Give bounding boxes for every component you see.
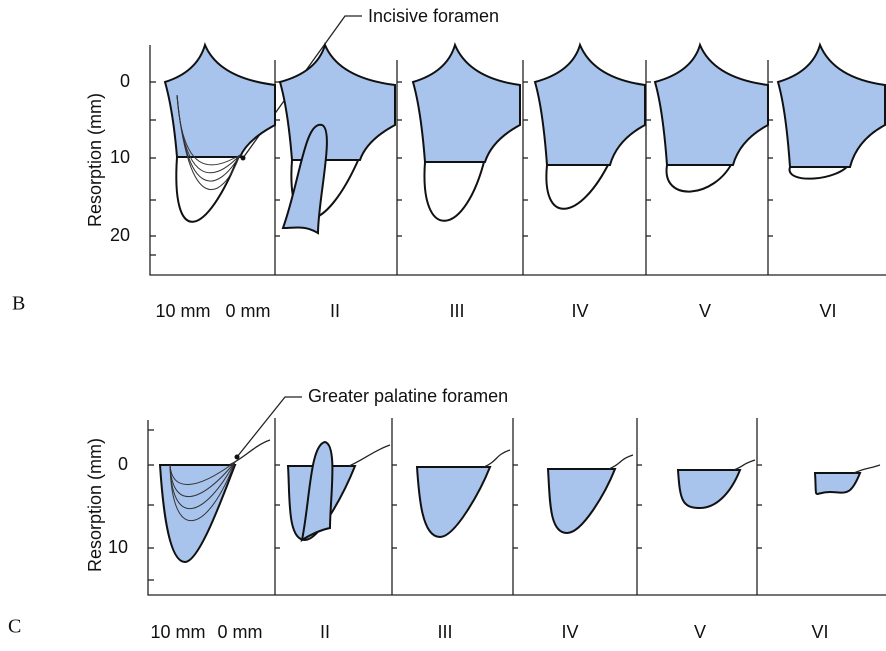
ridge-shape <box>415 466 492 539</box>
column-label: II <box>330 301 340 321</box>
lobe <box>300 440 334 543</box>
column-label: V <box>699 301 711 321</box>
ridge-shape <box>813 472 862 495</box>
annotation: Greater palatine foramen <box>308 386 508 406</box>
ridge-line <box>228 439 271 466</box>
column-label: IV <box>561 622 578 642</box>
inner-curve <box>169 461 236 497</box>
leader-line <box>236 396 302 458</box>
inner-curve <box>169 461 236 521</box>
ridge-line <box>348 444 391 467</box>
column-label: VI <box>811 622 828 642</box>
axis <box>147 420 886 596</box>
y-axis-label: Resorption (mm) <box>85 438 105 572</box>
ridge-shape <box>546 468 617 535</box>
ridge-shape <box>653 42 769 166</box>
resorption-loop <box>665 160 734 193</box>
ridge-shape <box>533 42 646 166</box>
ridge-shape <box>776 42 886 168</box>
ridge-line <box>608 454 634 470</box>
tick-label: 0 <box>120 71 130 91</box>
column-label: III <box>437 622 452 642</box>
ridge-line <box>483 449 511 468</box>
ridge-shape <box>163 42 276 158</box>
panel-label: B <box>12 293 25 315</box>
lobe <box>281 123 328 235</box>
foramen-dot <box>234 454 240 460</box>
inner-curve <box>169 461 236 510</box>
axis <box>149 45 886 276</box>
ridge-shape <box>676 469 742 510</box>
inner-curve <box>169 461 236 485</box>
leader-line <box>242 15 362 159</box>
ridge-shape <box>411 42 521 163</box>
column-label: V <box>694 622 706 642</box>
foramen-dot <box>240 155 246 161</box>
column-label: III <box>449 301 464 321</box>
tick-label: 0 <box>118 454 128 474</box>
tick-label: 10 <box>108 537 128 557</box>
ridge-shape <box>158 464 237 564</box>
resorption-loop <box>545 160 611 210</box>
ridge-shape <box>278 42 396 161</box>
column-label: 10 mm <box>155 301 210 321</box>
column-label: IV <box>571 301 588 321</box>
tick-label: 10 <box>110 147 130 167</box>
panel-label: C <box>8 616 21 638</box>
y-axis-label: Resorption (mm) <box>85 93 105 227</box>
column-label: II <box>320 622 330 642</box>
ridge-line <box>733 459 756 471</box>
tick-label: 20 <box>110 225 130 245</box>
inner-curve <box>176 94 241 190</box>
shapes <box>147 42 886 596</box>
column-label: 10 mm <box>150 622 205 642</box>
column-label: 0 mm <box>218 622 263 642</box>
column-label: 0 mm <box>226 301 271 321</box>
resorption-loop <box>423 157 486 222</box>
column-label: VI <box>819 301 836 321</box>
ridge-line <box>853 464 881 474</box>
annotation: Incisive foramen <box>368 6 499 26</box>
